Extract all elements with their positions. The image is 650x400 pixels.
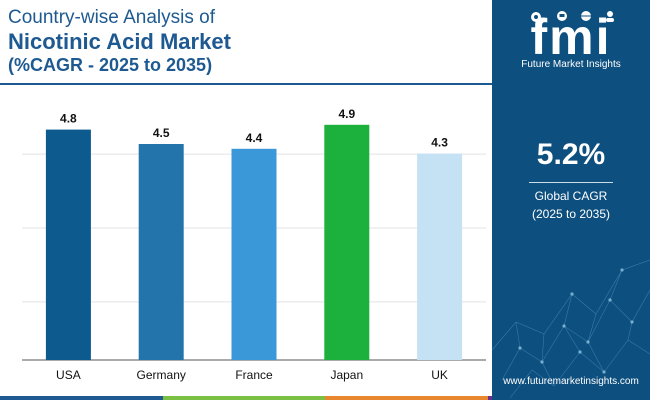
bottom-strip-segment — [325, 396, 488, 400]
gear-icon — [531, 12, 541, 22]
fmi-logo: fmi — [531, 9, 614, 58]
x-tick-label-japan: Japan — [330, 368, 363, 382]
x-tick-label-france: France — [235, 368, 273, 382]
logo-text: Future Market Insights — [521, 59, 621, 70]
data-label-uk: 4.3 — [431, 136, 448, 150]
logo-letters: fmi — [531, 9, 612, 58]
chart-title: Nicotinic Acid Market — [8, 29, 231, 54]
data-label-germany: 4.5 — [153, 126, 170, 140]
bar-usa — [45, 129, 91, 360]
website-url: www.futuremarketinsights.com — [503, 376, 639, 387]
chart-title-line1: Country-wise Analysis of — [8, 7, 215, 28]
globe-icon — [581, 11, 591, 21]
chart-subtitle: (%CAGR - 2025 to 2035) — [8, 55, 213, 75]
bar-france — [231, 148, 277, 360]
bottom-strip-segment — [162, 396, 325, 400]
person-icon — [606, 11, 614, 22]
data-label-japan: 4.9 — [338, 107, 355, 121]
bar-japan — [324, 124, 370, 360]
sidebar: fmi Future Market Insights 5.2% Global C… — [492, 0, 650, 400]
bottom-strip-segment — [0, 396, 163, 400]
bar-germany — [138, 144, 184, 360]
x-tick-label-germany: Germany — [137, 368, 186, 382]
data-label-france: 4.4 — [246, 131, 263, 145]
network-graphic — [492, 259, 650, 399]
x-tick-label-usa: USA — [56, 368, 81, 382]
chat-icon — [557, 11, 567, 21]
cagr-divider — [529, 182, 613, 183]
header-divider — [0, 83, 492, 85]
global-cagr-label-line1: Global CAGR — [534, 189, 608, 203]
title-block: Country-wise Analysis of Nicotinic Acid … — [8, 6, 231, 76]
x-tick-label-uk: UK — [431, 368, 448, 382]
bar-chart: 4.8 USA 4.5 Germany 4.4 France 4.9 Japan 4.3 UK — [22, 107, 486, 382]
global-cagr-value: 5.2% — [536, 138, 606, 171]
global-cagr-label: Global CAGR (2025 to 2035) — [492, 187, 650, 223]
bar-uk — [417, 153, 463, 360]
data-label-usa: 4.8 — [60, 112, 77, 126]
global-cagr-label-line2: (2025 to 2035) — [531, 207, 611, 221]
